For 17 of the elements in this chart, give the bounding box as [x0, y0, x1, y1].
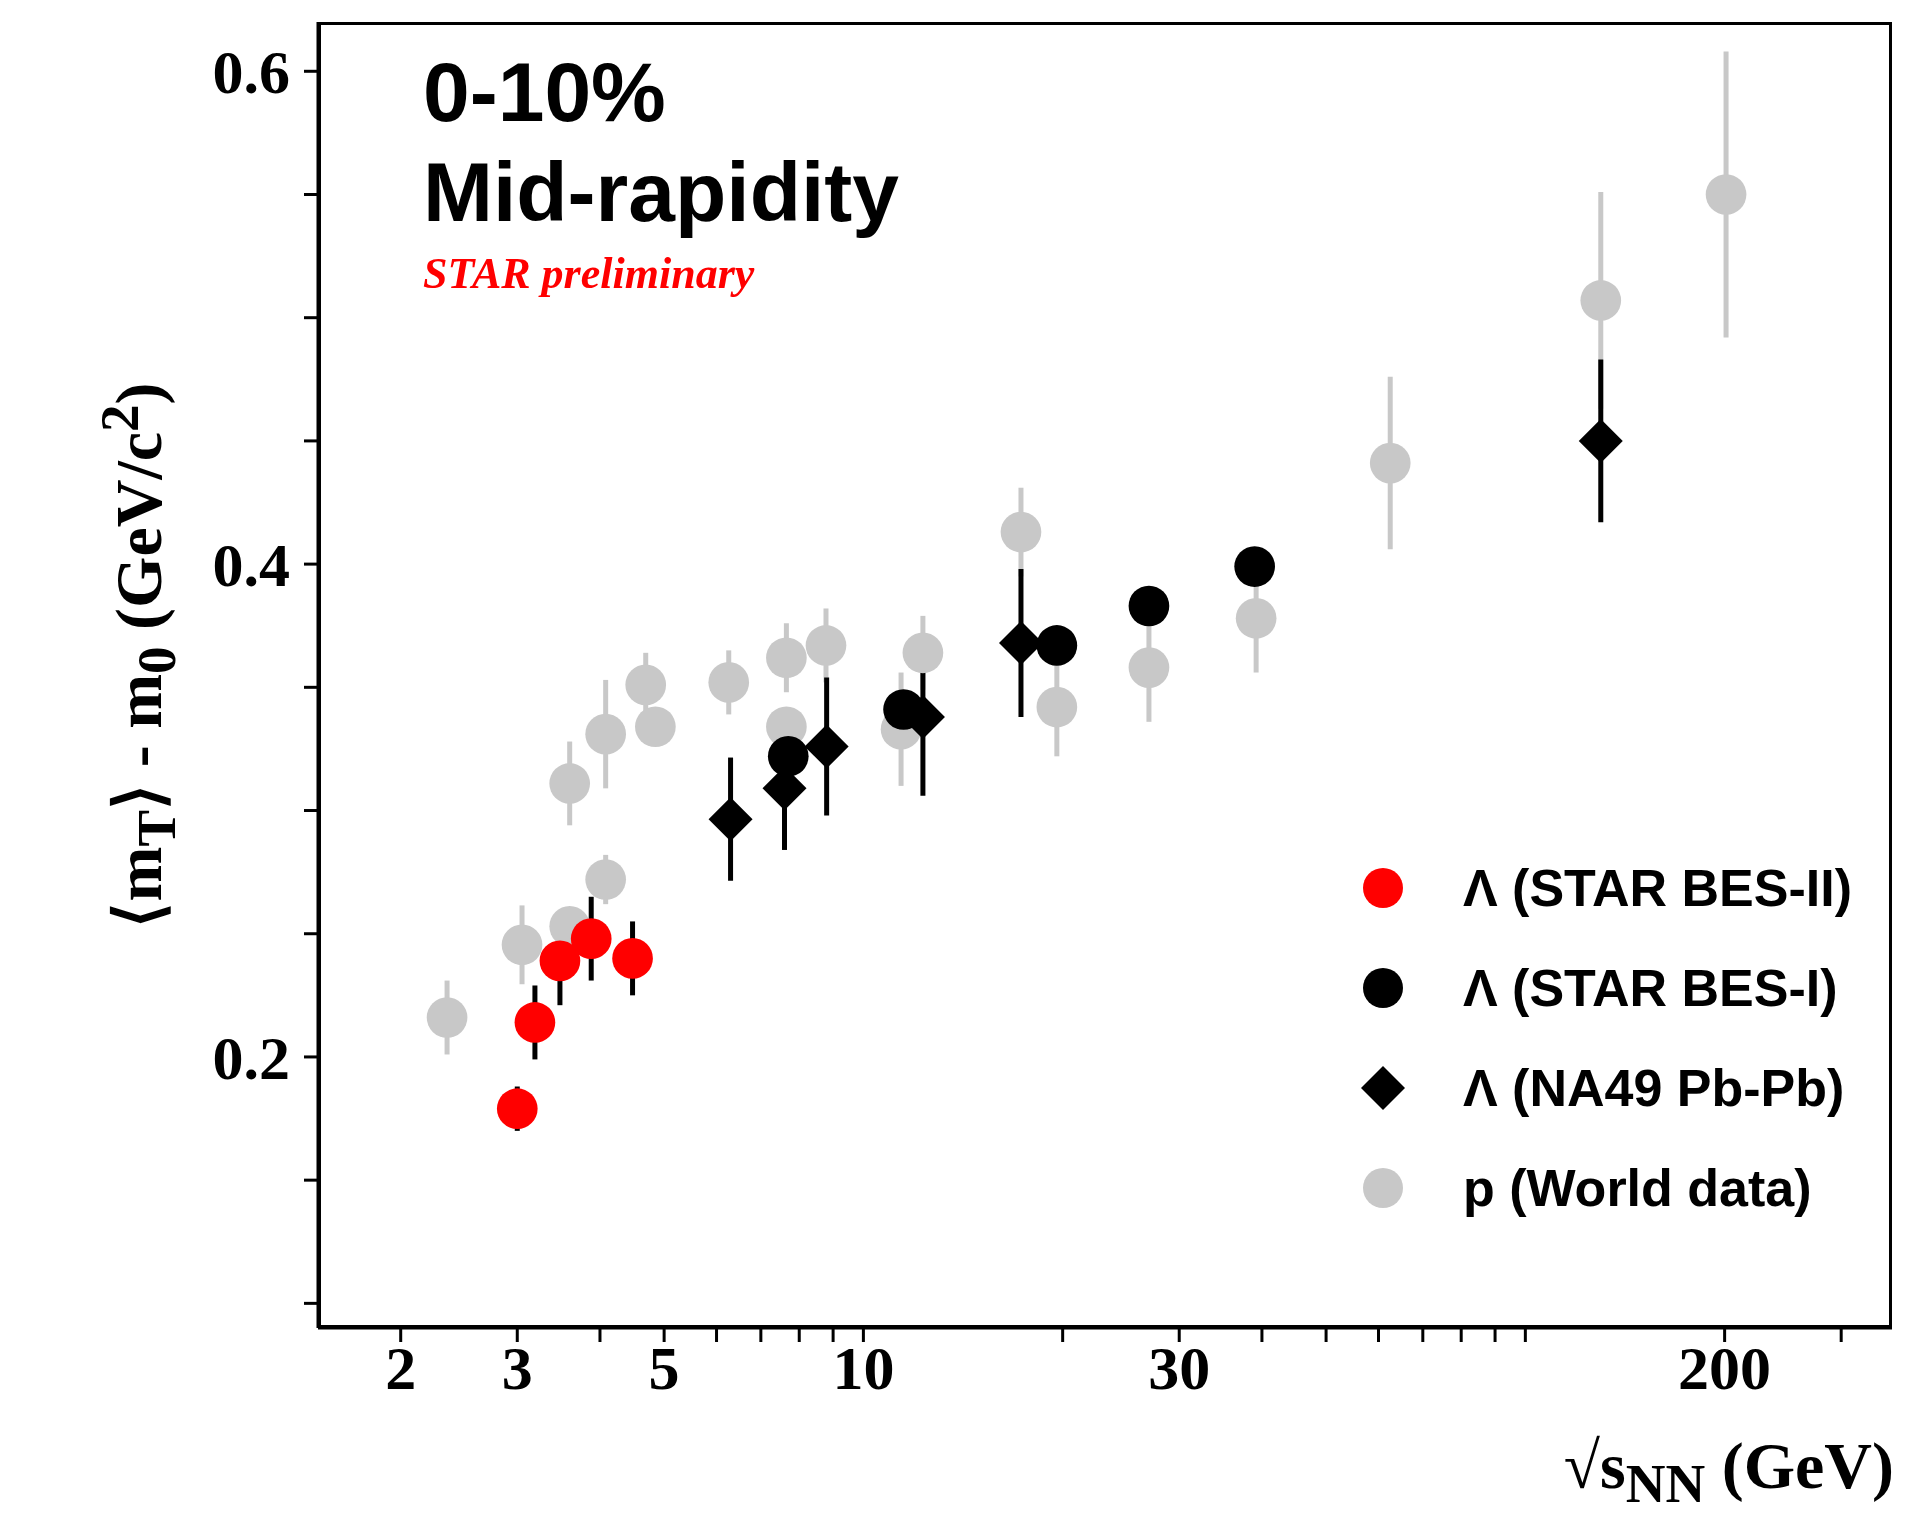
legend-label: Λ (STAR BES-I) — [1462, 958, 1838, 1018]
legend-label: Λ (STAR BES-II) — [1462, 858, 1852, 918]
legend-label: Λ (NA49 Pb-Pb) — [1462, 1058, 1845, 1118]
annotation: STAR preliminary — [423, 248, 756, 299]
x-axis-title: √s$_{NN}$ (GeV) — [1563, 1428, 1894, 1516]
x-tick-label: 3 — [501, 1334, 533, 1402]
x-tick-label: 2 — [385, 1334, 417, 1402]
annotation: 0-10% — [423, 44, 667, 141]
y-tick-label: 0.6 — [212, 38, 290, 107]
legend-label: p (World data) — [1462, 1158, 1812, 1218]
annotation: Mid-rapidity — [423, 144, 899, 241]
x-tick-label: 10 — [832, 1334, 895, 1402]
y-tick-label: 0.4 — [212, 531, 290, 600]
x-tick-label: 30 — [1148, 1334, 1211, 1402]
y-tick-label: 0.2 — [212, 1023, 290, 1092]
x-tick-label: 5 — [648, 1334, 680, 1402]
x-tick-label: 200 — [1678, 1334, 1772, 1402]
